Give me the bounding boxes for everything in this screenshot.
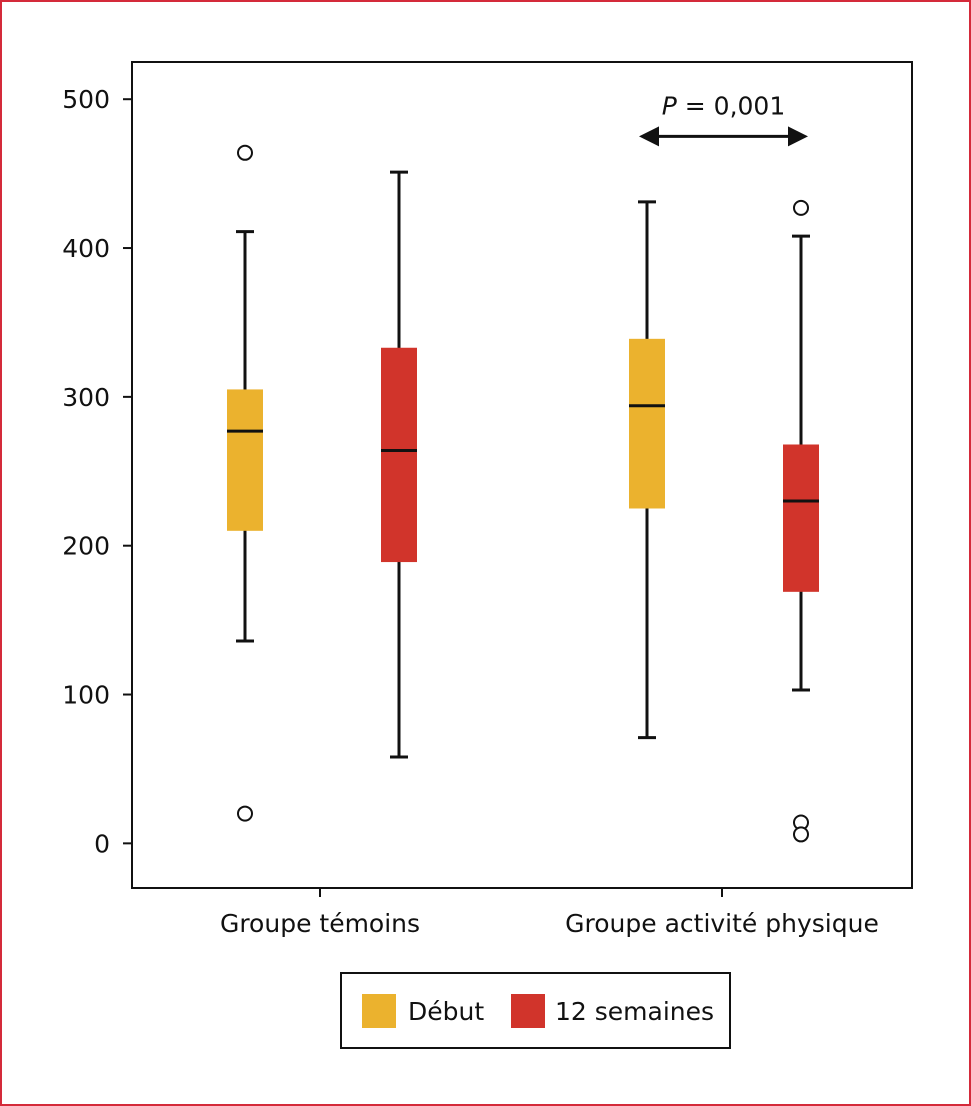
box-s1-c1-box [783,444,819,592]
x-axis: Groupe témoins Groupe activité physique [220,888,879,938]
y-axis: 0 100 200 300 400 500 [62,85,132,858]
p-value-annotation: P = 0,001 [639,91,808,147]
y-tick-label-100: 100 [62,681,110,710]
legend-swatch-debut [362,994,396,1028]
box-s0-c1-box [629,338,665,509]
box-s0-c0-outlier-1 [237,805,253,822]
legend-swatch-12-semaines [511,994,545,1028]
box-s1-c1-outlier-2 [793,826,809,843]
boxes [227,144,819,843]
p-value-label: P = 0,001 [662,91,786,120]
p-value-symbol: P [662,91,678,120]
box-s0-c0-outlier-0 [237,144,253,161]
legend-label-12-semaines: 12 semaines [555,997,714,1026]
y-tick-label-400: 400 [62,234,110,263]
p-value-value: = 0,001 [677,91,785,120]
arrow-right-icon [788,126,808,147]
arrow-left-icon [639,126,659,147]
x-category-label-0: Groupe témoins [220,909,420,938]
box-s0-c0-box [227,389,263,531]
legend-label-debut: Début [408,997,484,1026]
y-tick-label-200: 200 [62,532,110,561]
box-s1-c1-outlier-0 [793,199,809,216]
y-tick-label-300: 300 [62,383,110,412]
y-tick-label-500: 500 [62,85,110,114]
x-category-label-1: Groupe activité physique [565,909,879,938]
box-s1-c0-box [381,347,417,563]
legend: Début 12 semaines [340,972,731,1049]
y-tick-label-0: 0 [94,829,110,858]
